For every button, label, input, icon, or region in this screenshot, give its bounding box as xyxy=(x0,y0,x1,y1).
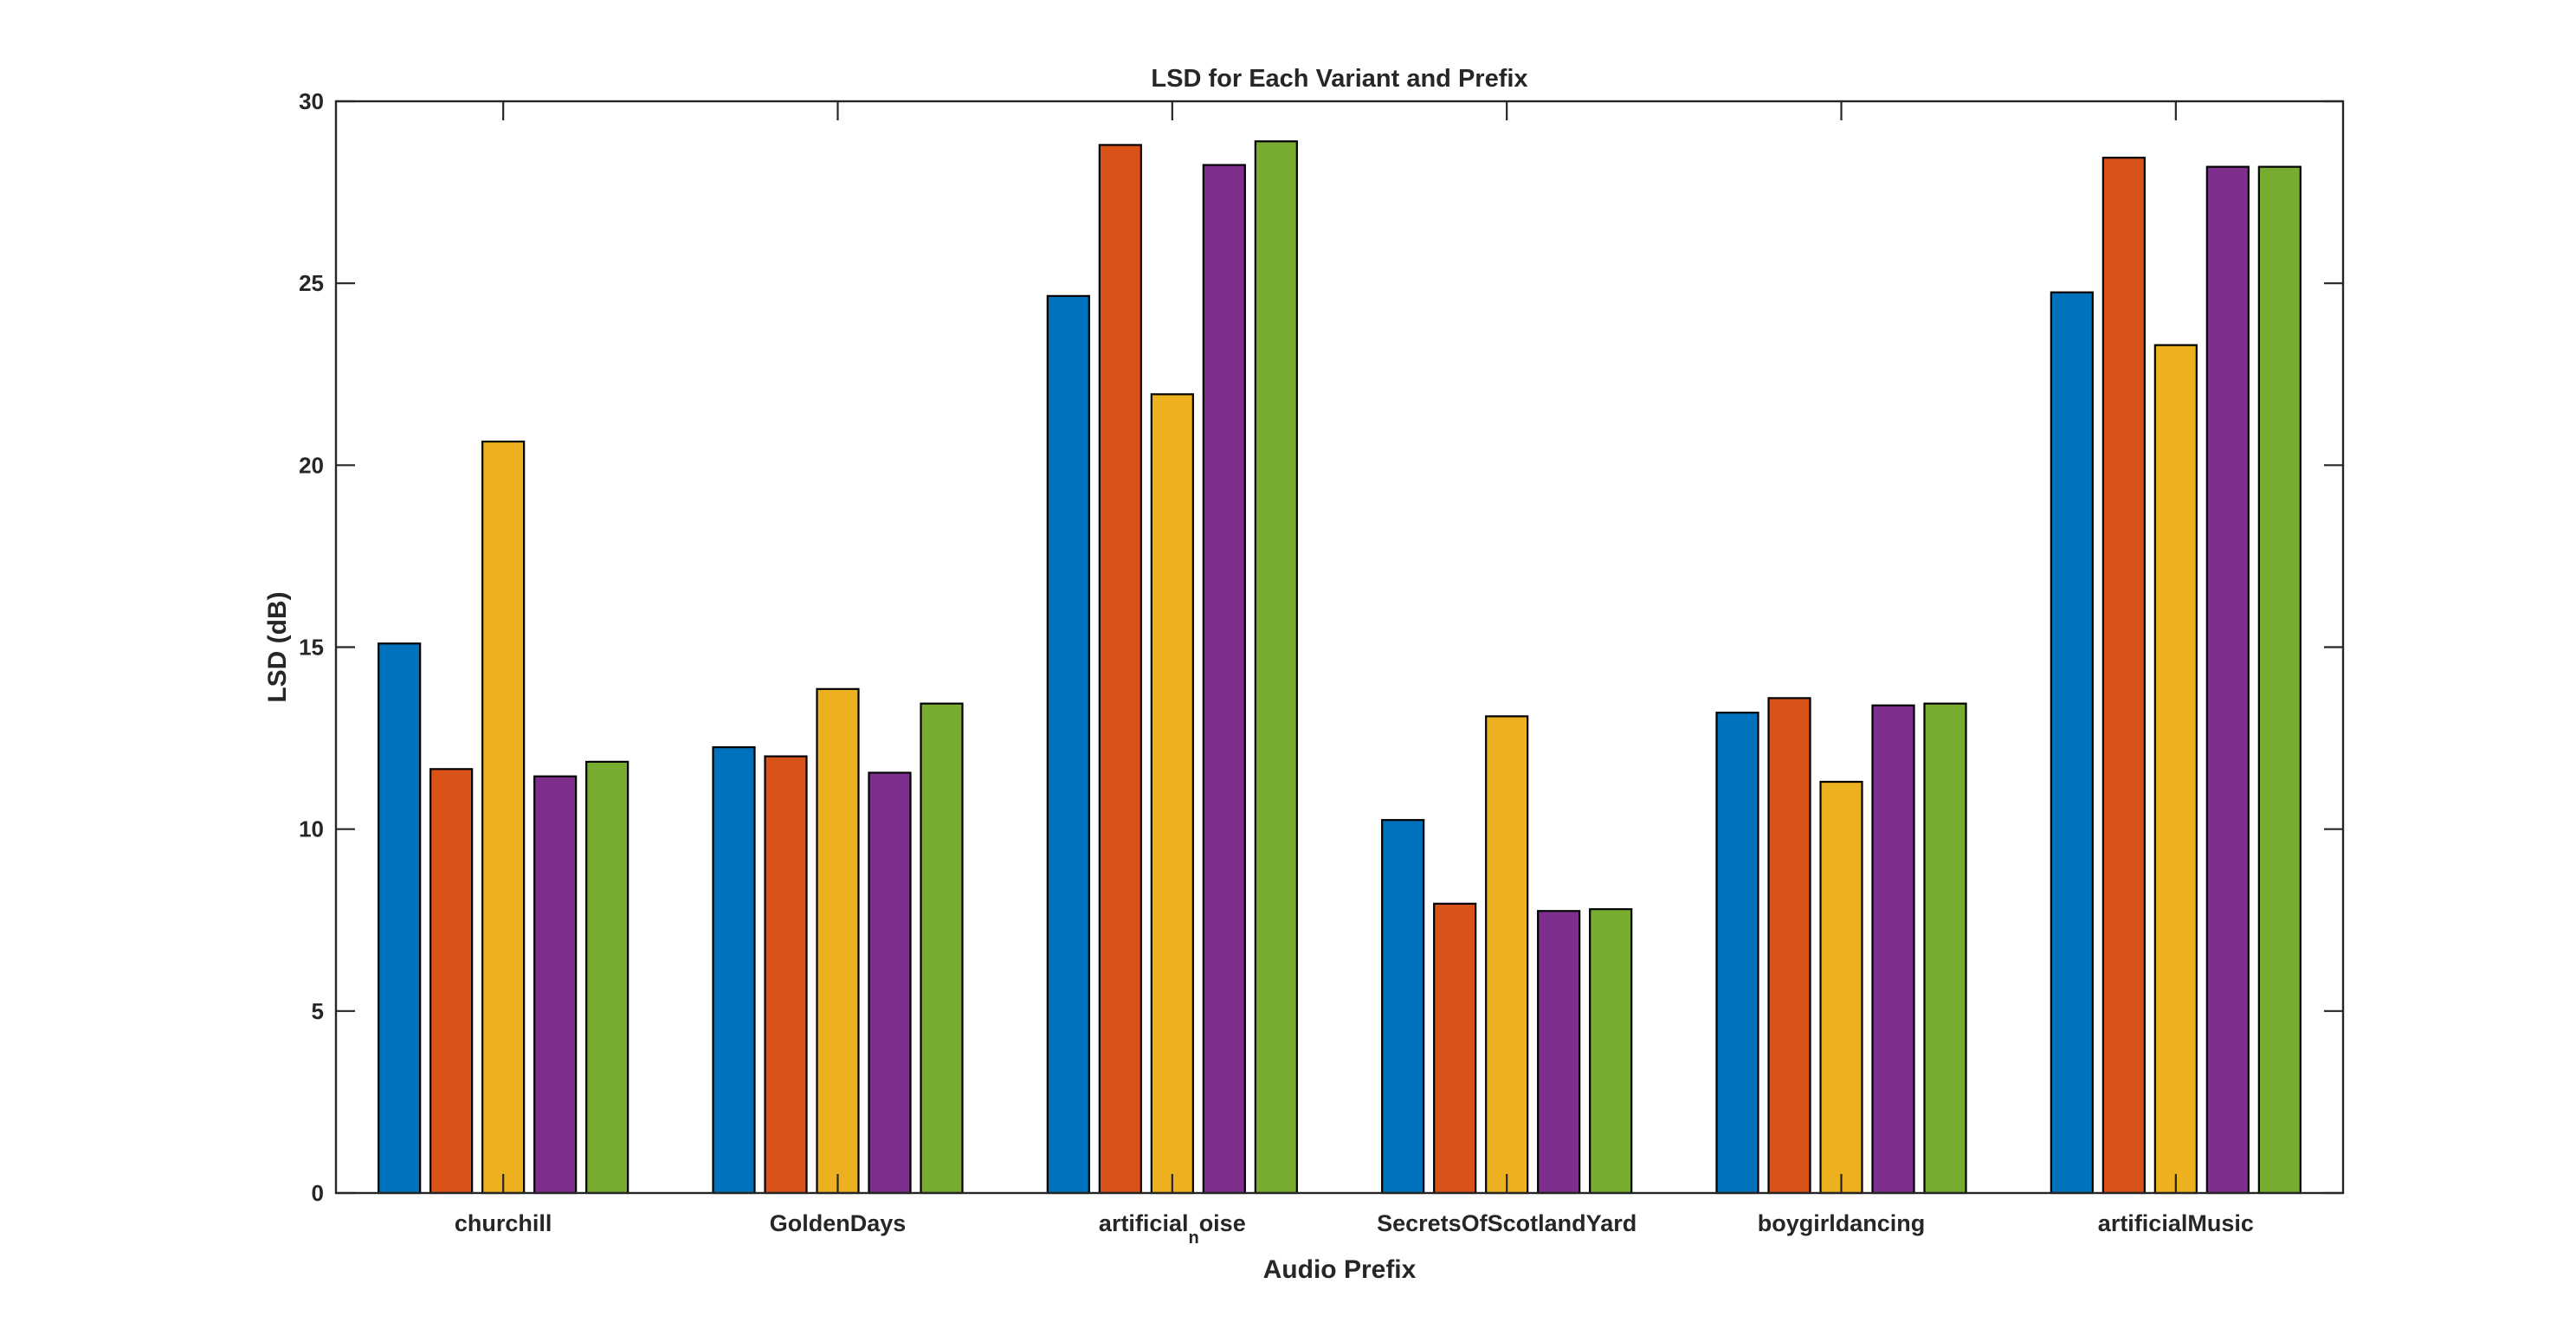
bar xyxy=(1381,819,1425,1195)
x-tick-label: churchill xyxy=(455,1210,552,1236)
tick-labels-layer: 0 5 10 15 20 25 30 churchill GoldenDays artificia… xyxy=(299,88,2254,1248)
bar xyxy=(1098,144,1142,1195)
x-axis-label: Audio Prefix xyxy=(1263,1255,1417,1284)
x-tick-label: SecretsOfScotlandYard xyxy=(1377,1210,1637,1236)
bar xyxy=(1433,902,1477,1195)
bar xyxy=(533,775,578,1195)
bar xyxy=(1923,702,1967,1195)
bar xyxy=(2153,344,2198,1195)
bar xyxy=(712,745,756,1195)
bar xyxy=(378,642,422,1195)
chart-title: LSD for Each Variant and Prefix xyxy=(1151,65,1527,93)
bar xyxy=(2205,165,2250,1195)
bars-layer xyxy=(378,140,2302,1195)
bar xyxy=(764,755,808,1195)
bar xyxy=(816,687,860,1195)
bar xyxy=(1819,780,1863,1195)
y-tick-label: 30 xyxy=(299,88,324,114)
y-tick-label: 25 xyxy=(299,270,324,296)
bar xyxy=(1046,294,1090,1195)
y-tick-label: 20 xyxy=(299,452,324,478)
y-axis-label: LSD (dB) xyxy=(263,591,292,702)
y-tick-label: 15 xyxy=(299,635,324,661)
x-tick-label: boygirldancing xyxy=(1758,1210,1926,1236)
bar xyxy=(1254,140,1298,1195)
bar xyxy=(1485,715,1529,1195)
x-tick-label: artificialnoise xyxy=(1099,1210,1246,1248)
x-tick-label: GoldenDays xyxy=(770,1210,907,1236)
bar xyxy=(868,771,912,1195)
y-tick-label: 10 xyxy=(299,816,324,842)
bar xyxy=(1715,712,1759,1195)
bar xyxy=(1767,697,1811,1195)
x-tick-label: artificialMusic xyxy=(2098,1210,2254,1236)
bar xyxy=(1871,704,1915,1195)
bar xyxy=(2050,291,2094,1195)
bar xyxy=(2257,165,2302,1195)
bar xyxy=(585,760,629,1195)
bar xyxy=(920,702,964,1195)
bar xyxy=(1150,393,1194,1195)
y-tick-label: 0 xyxy=(312,1180,324,1206)
y-tick-label: 5 xyxy=(312,998,324,1024)
bar xyxy=(1202,164,1246,1195)
bar xyxy=(1589,908,1633,1195)
bar xyxy=(1537,910,1581,1195)
ticks-layer xyxy=(336,100,2343,1195)
bar xyxy=(481,440,526,1195)
bar xyxy=(2101,157,2146,1195)
bar xyxy=(429,768,474,1195)
